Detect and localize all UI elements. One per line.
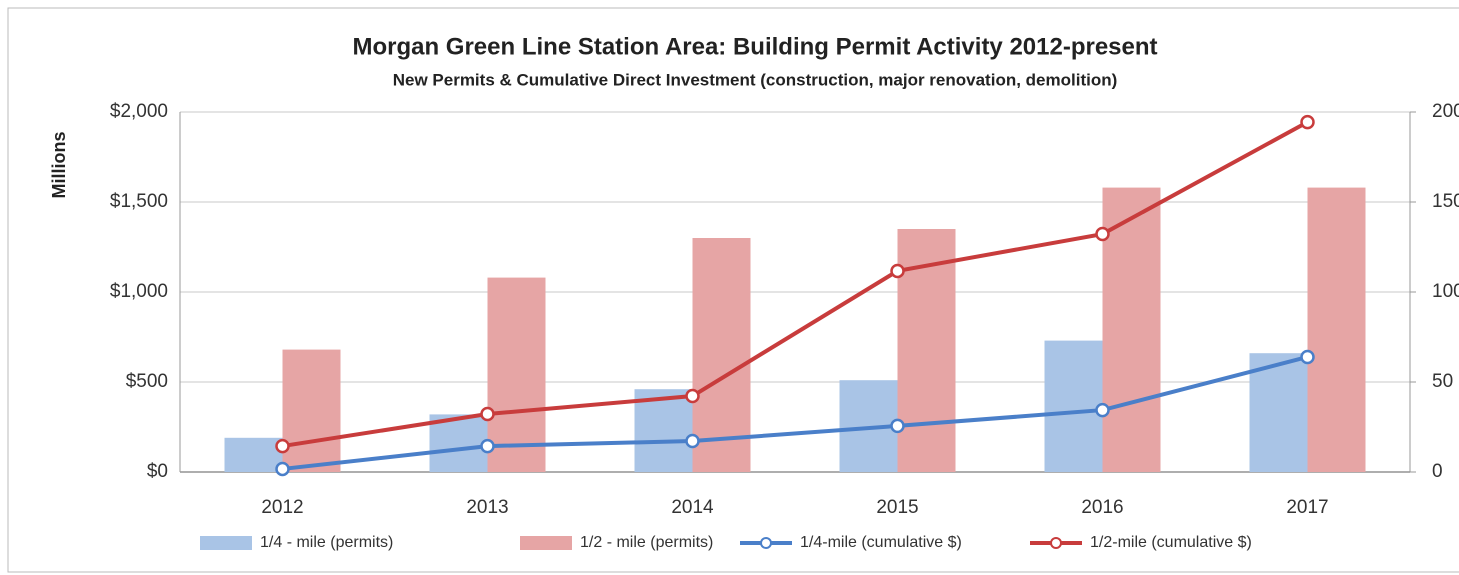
line-marker: [890, 263, 905, 279]
chart-subtitle: New Permits & Cumulative Direct Investme…: [393, 70, 1118, 89]
bar: [1307, 187, 1366, 472]
bar: [1249, 353, 1308, 472]
legend-label: 1/4-mile (cumulative $): [800, 534, 962, 551]
bar: [1044, 340, 1103, 472]
y-tick-label: $2,000: [110, 101, 168, 122]
y2-tick-label: 0: [1432, 461, 1443, 482]
x-tick-label: 2013: [466, 497, 508, 518]
legend-label: 1/4 - mile (permits): [260, 534, 393, 551]
line-marker: [480, 406, 495, 422]
chart-title: Morgan Green Line Station Area: Building…: [352, 33, 1157, 60]
x-tick-label: 2017: [1286, 497, 1328, 518]
legend-label: 1/2-mile (cumulative $): [1090, 534, 1252, 551]
y2-tick-label: 200: [1432, 101, 1459, 122]
legend-swatch: [520, 536, 572, 550]
line-marker: [1300, 349, 1315, 365]
y-tick-label: $0: [147, 461, 168, 482]
line: [282, 355, 1309, 471]
y2-tick-label: 150: [1432, 191, 1459, 212]
y-tick-label: $1,000: [110, 281, 168, 302]
bar: [1102, 187, 1161, 472]
legend-swatch: [760, 537, 772, 549]
bar: [224, 437, 283, 472]
x-tick-label: 2015: [876, 497, 918, 518]
bar: [634, 389, 693, 472]
y-tick-label: $1,500: [110, 191, 168, 212]
bar: [282, 349, 341, 472]
line-marker: [275, 438, 290, 454]
line-marker: [890, 418, 905, 434]
bar: [692, 238, 751, 472]
legend-label: 1/2 - mile (permits): [580, 534, 713, 551]
line-marker: [275, 461, 290, 477]
line-marker: [685, 388, 700, 404]
bar: [487, 277, 546, 472]
line-marker: [1300, 114, 1315, 130]
legend-swatch: [1050, 537, 1062, 549]
line-marker: [685, 433, 700, 449]
line-marker: [1095, 402, 1110, 418]
bar: [429, 414, 488, 472]
x-tick-label: 2016: [1081, 497, 1123, 518]
y2-tick-label: 50: [1432, 371, 1453, 392]
line: [282, 120, 1309, 449]
y2-tick-label: 100: [1432, 281, 1459, 302]
y-tick-label: $500: [126, 371, 168, 392]
line-marker: [480, 438, 495, 454]
legend-swatch: [200, 536, 252, 550]
y-axis-label: Millions: [49, 132, 69, 199]
x-tick-label: 2012: [261, 497, 303, 518]
line-marker: [1095, 226, 1110, 242]
x-tick-label: 2014: [671, 497, 714, 518]
